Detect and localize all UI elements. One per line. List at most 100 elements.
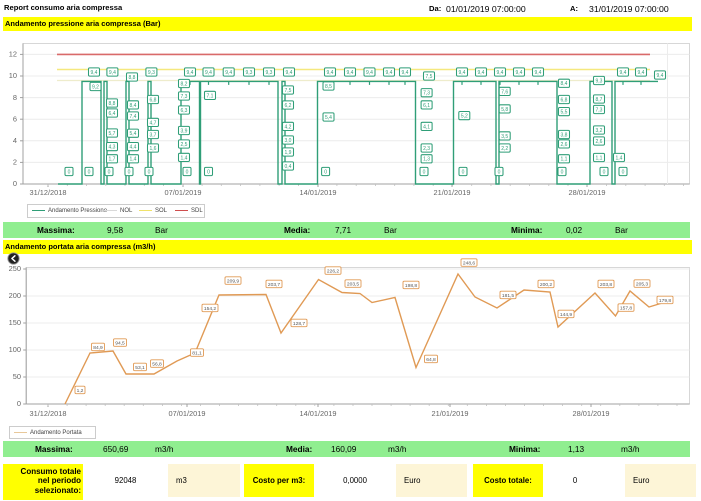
svg-text:0: 0 bbox=[13, 179, 17, 188]
svg-text:9,2: 9,2 bbox=[92, 84, 99, 90]
svg-text:9,4: 9,4 bbox=[109, 70, 116, 76]
svg-text:7,6: 7,6 bbox=[501, 89, 508, 95]
svg-text:9,4: 9,4 bbox=[638, 70, 645, 76]
svg-text:53,1: 53,1 bbox=[135, 365, 145, 371]
svg-text:14/01/2019: 14/01/2019 bbox=[300, 409, 337, 418]
svg-text:9,4: 9,4 bbox=[535, 70, 542, 76]
svg-text:9,4: 9,4 bbox=[478, 70, 485, 76]
svg-text:200: 200 bbox=[9, 291, 21, 300]
svg-text:248,6: 248,6 bbox=[463, 261, 476, 267]
svg-text:1,7: 1,7 bbox=[109, 157, 116, 163]
svg-text:2,6: 2,6 bbox=[561, 142, 568, 148]
svg-text:7,5: 7,5 bbox=[285, 88, 292, 94]
svg-text:205,3: 205,3 bbox=[636, 282, 649, 288]
svg-text:3,0: 3,0 bbox=[285, 138, 292, 144]
svg-text:0: 0 bbox=[186, 169, 189, 175]
svg-text:100: 100 bbox=[9, 345, 21, 354]
svg-text:1,3: 1,3 bbox=[423, 157, 430, 163]
svg-text:9,4: 9,4 bbox=[402, 70, 409, 76]
svg-text:3,2: 3,2 bbox=[596, 128, 603, 134]
svg-text:31/12/2018: 31/12/2018 bbox=[30, 188, 67, 197]
svg-text:1,4: 1,4 bbox=[130, 157, 137, 163]
svg-text:9,4: 9,4 bbox=[386, 70, 393, 76]
svg-text:5,4: 5,4 bbox=[325, 115, 332, 121]
svg-text:154,2: 154,2 bbox=[204, 306, 217, 312]
svg-text:0: 0 bbox=[68, 169, 71, 175]
svg-text:0,4: 0,4 bbox=[285, 164, 292, 170]
svg-text:5,5: 5,5 bbox=[561, 110, 568, 116]
svg-text:4,1: 4,1 bbox=[423, 124, 430, 130]
svg-text:6,2: 6,2 bbox=[285, 103, 292, 109]
svg-text:2,3: 2,3 bbox=[423, 146, 430, 152]
svg-text:9,4: 9,4 bbox=[657, 73, 664, 79]
svg-text:5,7: 5,7 bbox=[109, 131, 116, 137]
svg-text:1,2: 1,2 bbox=[77, 388, 84, 394]
svg-text:1,4: 1,4 bbox=[616, 155, 623, 161]
svg-text:0: 0 bbox=[561, 169, 564, 175]
svg-text:9,4: 9,4 bbox=[205, 70, 212, 76]
svg-text:9,3: 9,3 bbox=[596, 78, 603, 84]
svg-text:12: 12 bbox=[9, 50, 17, 59]
svg-text:9,3: 9,3 bbox=[148, 70, 155, 76]
svg-text:2,5: 2,5 bbox=[181, 142, 188, 148]
svg-text:0: 0 bbox=[324, 169, 327, 175]
svg-text:81,1: 81,1 bbox=[192, 351, 202, 357]
svg-text:9,4: 9,4 bbox=[225, 70, 232, 76]
svg-text:8: 8 bbox=[13, 93, 17, 102]
svg-text:1,1: 1,1 bbox=[596, 155, 603, 161]
svg-text:5,8: 5,8 bbox=[501, 107, 508, 113]
svg-text:9,4: 9,4 bbox=[187, 70, 194, 76]
svg-text:8,4: 8,4 bbox=[130, 103, 137, 109]
svg-text:9,4: 9,4 bbox=[366, 70, 373, 76]
svg-text:128,7: 128,7 bbox=[293, 321, 306, 327]
svg-text:3,5: 3,5 bbox=[501, 134, 508, 140]
svg-text:07/01/2019: 07/01/2019 bbox=[165, 188, 202, 197]
svg-text:5,2: 5,2 bbox=[461, 114, 468, 120]
svg-text:8,7: 8,7 bbox=[596, 97, 603, 103]
svg-text:0: 0 bbox=[108, 169, 111, 175]
svg-text:31/12/2018: 31/12/2018 bbox=[30, 409, 67, 418]
svg-text:5,4: 5,4 bbox=[130, 131, 137, 137]
svg-text:21/01/2019: 21/01/2019 bbox=[434, 188, 471, 197]
svg-text:203,5: 203,5 bbox=[347, 282, 360, 288]
svg-text:200,2: 200,2 bbox=[540, 282, 553, 288]
svg-text:4: 4 bbox=[13, 136, 17, 145]
svg-text:0: 0 bbox=[128, 169, 131, 175]
svg-text:250: 250 bbox=[9, 264, 21, 273]
svg-text:6: 6 bbox=[13, 114, 17, 123]
svg-text:4,2: 4,2 bbox=[285, 124, 292, 130]
svg-text:7,3: 7,3 bbox=[596, 107, 603, 113]
svg-text:7,3: 7,3 bbox=[181, 94, 188, 100]
svg-text:0: 0 bbox=[423, 169, 426, 175]
svg-text:6,1: 6,1 bbox=[423, 103, 430, 109]
svg-text:198,8: 198,8 bbox=[405, 283, 418, 289]
svg-text:179,8: 179,8 bbox=[659, 298, 672, 304]
svg-text:157,8: 157,8 bbox=[620, 306, 633, 312]
svg-text:0: 0 bbox=[88, 169, 91, 175]
svg-text:07/01/2019: 07/01/2019 bbox=[169, 409, 206, 418]
svg-text:9,4: 9,4 bbox=[91, 70, 98, 76]
svg-text:1,9: 1,9 bbox=[285, 150, 292, 156]
svg-text:1,1: 1,1 bbox=[561, 157, 568, 163]
svg-text:209,9: 209,9 bbox=[227, 279, 240, 285]
svg-text:1,6: 1,6 bbox=[150, 146, 157, 152]
svg-text:0: 0 bbox=[622, 169, 625, 175]
svg-text:9,4: 9,4 bbox=[347, 70, 354, 76]
svg-text:8,8: 8,8 bbox=[109, 101, 116, 107]
svg-text:2,6: 2,6 bbox=[596, 139, 603, 145]
svg-text:6,8: 6,8 bbox=[150, 97, 157, 103]
svg-text:4,7: 4,7 bbox=[150, 120, 157, 126]
svg-text:6,4: 6,4 bbox=[109, 111, 116, 117]
svg-text:3,9: 3,9 bbox=[181, 128, 188, 134]
svg-text:2,2: 2,2 bbox=[501, 146, 508, 152]
svg-text:28/01/2019: 28/01/2019 bbox=[569, 188, 606, 197]
svg-text:0: 0 bbox=[17, 399, 21, 408]
svg-text:9,4: 9,4 bbox=[459, 70, 466, 76]
svg-text:203,8: 203,8 bbox=[600, 282, 613, 288]
svg-text:0: 0 bbox=[498, 169, 501, 175]
svg-text:64,8: 64,8 bbox=[426, 357, 436, 363]
svg-text:28/01/2019: 28/01/2019 bbox=[573, 409, 610, 418]
svg-text:203,7: 203,7 bbox=[268, 282, 281, 288]
svg-text:21/01/2019: 21/01/2019 bbox=[432, 409, 469, 418]
svg-text:14/01/2019: 14/01/2019 bbox=[300, 188, 337, 197]
